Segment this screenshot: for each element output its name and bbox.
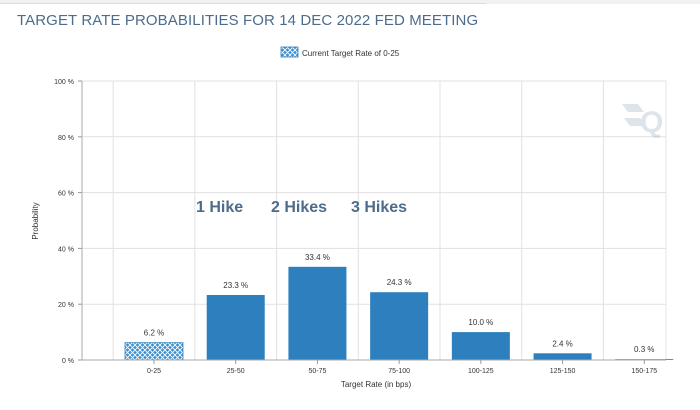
bar-25-50 [206,294,265,360]
legend-swatch [280,46,299,58]
x-tick-label-75-100: 75-100 [388,368,410,375]
data-label-100-125: 10.0 % [468,318,493,327]
y-tick-label: 20 % [58,302,74,309]
x-tick-label-100-125: 100-125 [468,368,494,375]
x-axis: 0-25 25-50 50-75 75-100 100-125 125-150 150-17… [82,359,666,375]
bar-125-150 [533,353,592,360]
bar-50-75 [288,266,347,360]
annotation-1-hike: 1 Hike [196,199,243,216]
bar-100-125 [451,332,510,360]
x-axis-title: Target Rate (in bps) [341,380,412,389]
x-tick-label-125-150: 125-150 [550,368,576,375]
x-tick-label-150-175: 150-175 [631,368,657,375]
y-axis-title: Probability [31,202,40,239]
legend: Current Target Rate of 0-25 [280,46,400,58]
y-tick-label: 40 % [58,246,74,253]
bar-0-25 [124,342,184,361]
x-tick-label-0-25: 0-25 [147,368,161,375]
data-label-50-75: 33.4 % [305,253,330,262]
data-label-25-50: 23.3 % [223,281,248,290]
y-tick-label: 60 % [58,191,74,198]
x-tick-label-25-50: 25-50 [227,368,245,375]
y-axis: 0 % 20 % 40 % 60 % 80 % 100 % [54,79,83,365]
quikstrike-logo: Q [622,104,663,139]
annotation-3-hikes: 3 Hikes [351,199,407,216]
chart-title: TARGET RATE PROBABILITIES FOR 14 DEC 202… [17,12,479,29]
y-tick-label: 100 % [54,79,74,86]
y-tick-label: 80 % [58,135,74,142]
annotation-2-hikes: 2 Hikes [271,199,327,216]
watermark-letter: Q [640,106,663,139]
x-tick-label-50-75: 50-75 [308,368,326,375]
data-label-75-100: 24.3 % [387,278,412,287]
bar-75-100 [370,292,429,360]
data-label-125-150: 2.4 % [552,339,572,348]
bars [124,266,674,361]
data-label-150-175: 0.3 % [634,345,654,354]
legend-label: Current Target Rate of 0-25 [302,49,400,58]
data-labels: 6.2 % 23.3 % 33.4 % 24.3 % 10.0 % 2.4 % 0.3 % [144,253,655,354]
window-top-border [0,0,700,4]
data-label-0-25: 6.2 % [144,329,164,338]
y-tick-label: 0 % [62,358,74,365]
